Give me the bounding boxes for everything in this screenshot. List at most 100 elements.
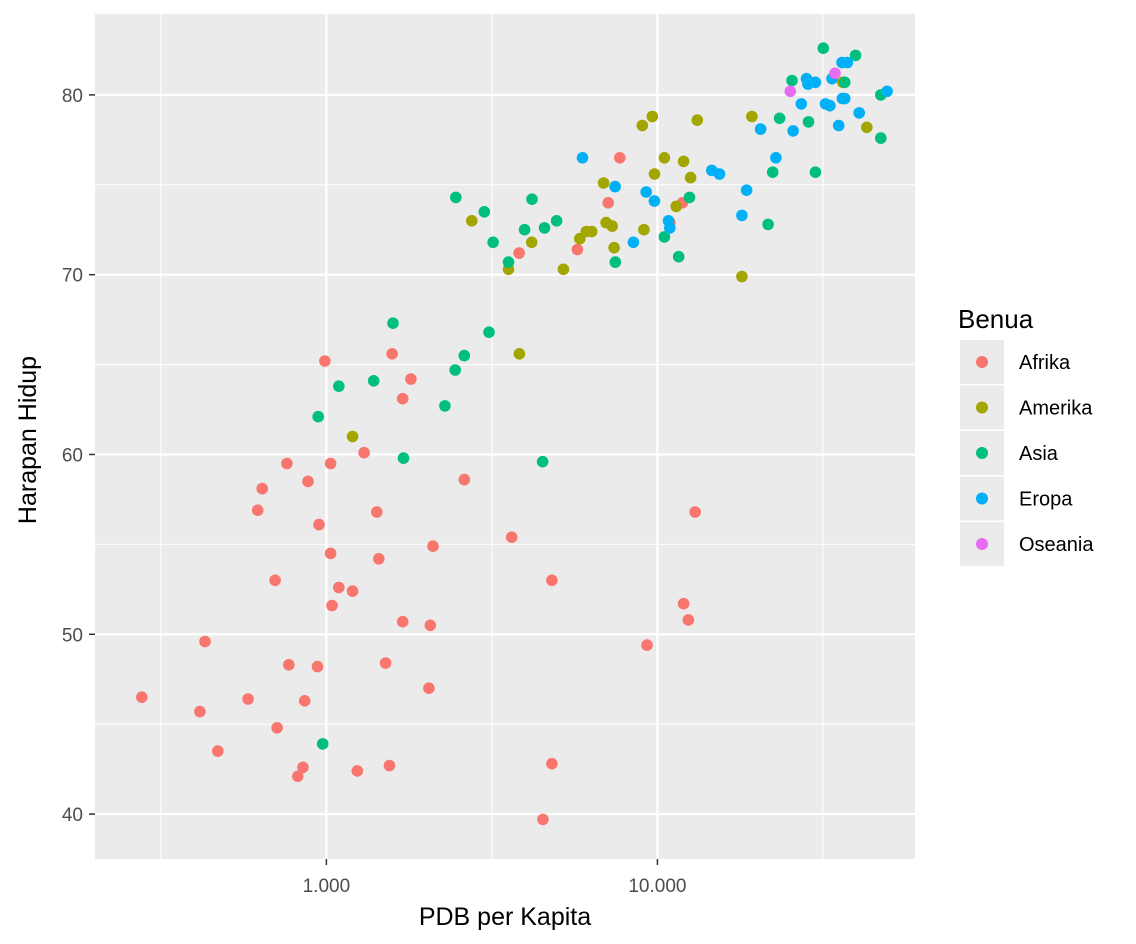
data-point (537, 813, 549, 826)
data-point (439, 400, 451, 412)
y-axis-title: Harapan Hidup (14, 356, 42, 524)
legend-label: Amerika (1019, 398, 1093, 420)
data-point (817, 42, 830, 54)
data-points (136, 42, 893, 826)
data-point (585, 225, 598, 238)
data-point (424, 619, 437, 632)
minor-gridlines (95, 14, 915, 859)
data-point (302, 475, 314, 488)
data-point (333, 581, 345, 594)
data-point (658, 152, 671, 164)
data-point (316, 738, 329, 750)
data-point (313, 518, 325, 531)
data-point (881, 85, 893, 98)
legend-label: Oseania (1019, 534, 1094, 556)
data-point (602, 197, 614, 209)
data-point (538, 222, 551, 234)
data-point (505, 531, 518, 543)
data-point (754, 123, 767, 135)
data-point (609, 180, 621, 193)
data-point (677, 597, 690, 610)
data-point (458, 473, 471, 486)
data-point (638, 223, 650, 236)
data-point (784, 85, 797, 98)
data-point (367, 375, 380, 387)
data-point (809, 76, 822, 89)
data-point (736, 209, 748, 222)
data-point (526, 193, 538, 205)
data-point (312, 410, 325, 423)
major-gridlines (95, 14, 915, 859)
data-point (212, 745, 224, 757)
data-point (677, 155, 690, 168)
data-point (713, 168, 726, 180)
data-point (824, 99, 836, 112)
data-point (256, 482, 269, 495)
data-point (853, 107, 865, 119)
data-point (297, 761, 309, 774)
data-point (346, 585, 359, 597)
data-point (269, 574, 281, 587)
legend-marker (976, 538, 988, 550)
data-point (379, 657, 392, 669)
data-point (373, 553, 385, 565)
data-point (608, 241, 620, 254)
data-point (795, 98, 808, 110)
data-point (648, 168, 661, 180)
data-point (672, 250, 685, 263)
data-point (271, 722, 283, 734)
data-point (689, 506, 701, 518)
data-point (550, 215, 563, 227)
data-point (396, 392, 409, 405)
data-point (670, 200, 682, 213)
data-point (832, 119, 845, 132)
data-point (648, 195, 661, 207)
data-point (242, 693, 254, 705)
data-point (458, 349, 471, 362)
data-point (576, 152, 589, 164)
data-point (658, 231, 671, 243)
data-point (513, 348, 526, 360)
legend-marker (976, 492, 988, 505)
data-point (383, 759, 396, 772)
data-point (684, 171, 697, 184)
data-point (546, 574, 558, 587)
data-point (423, 682, 435, 694)
data-point (298, 695, 311, 707)
data-point (609, 256, 622, 268)
data-point (319, 355, 331, 367)
data-point (762, 218, 774, 231)
data-point (664, 222, 676, 234)
data-point (396, 615, 409, 628)
data-point (525, 236, 538, 249)
plot-panel (95, 14, 915, 859)
data-point (326, 599, 338, 612)
data-point (802, 116, 815, 128)
data-point (682, 614, 695, 626)
data-point (740, 184, 753, 196)
data-point (636, 119, 649, 132)
legend-label: Asia (1019, 443, 1059, 465)
data-point (770, 152, 782, 164)
data-point (397, 452, 410, 464)
data-point (292, 770, 304, 783)
y-tick-label: 40 (62, 805, 83, 826)
data-point (838, 76, 851, 89)
data-point (597, 177, 610, 189)
data-point (405, 373, 417, 385)
y-tick-label: 60 (62, 445, 83, 466)
legend-label: Eropa (1019, 489, 1073, 511)
data-point (571, 243, 584, 256)
legend-marker (976, 447, 988, 459)
data-point (333, 380, 345, 393)
data-point (746, 110, 758, 123)
data-point (324, 457, 337, 470)
x-tick-label: 10.000 (628, 876, 686, 897)
legend: Benua Afrika Amerika Asia Eropa Oseania (958, 304, 1094, 566)
data-point (311, 660, 324, 673)
y-tick-label: 50 (62, 625, 83, 646)
data-point (641, 639, 653, 651)
data-point (194, 705, 206, 718)
data-point (281, 457, 293, 470)
